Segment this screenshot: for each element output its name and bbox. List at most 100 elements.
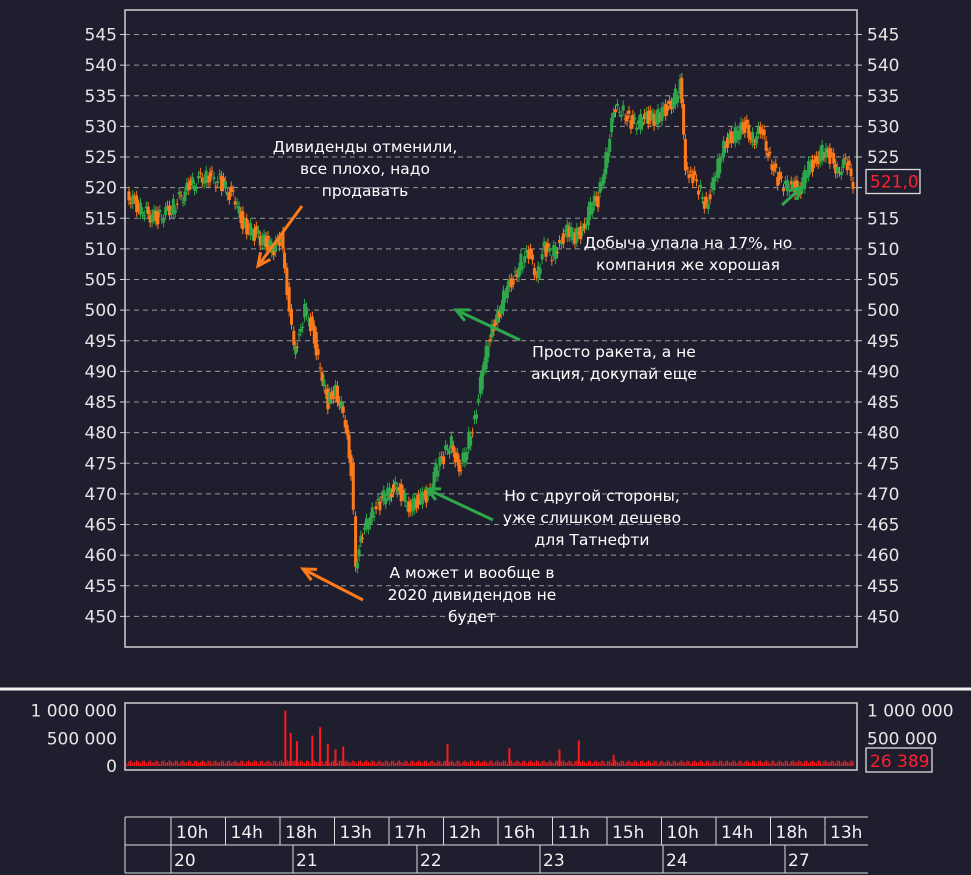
annotation-arrow (302, 567, 364, 602)
candle-body (457, 459, 461, 472)
candle-body (409, 503, 413, 512)
candle-body (812, 159, 816, 164)
candle-body (801, 177, 805, 189)
candle-body (235, 202, 239, 204)
hour-label: 18h (285, 823, 317, 843)
candle-body (745, 119, 749, 124)
candle-body (405, 505, 409, 507)
candle-body (247, 225, 251, 231)
candle-body (216, 181, 220, 184)
candle-body (612, 112, 616, 118)
y-tick-left: 545 (85, 26, 117, 46)
candle-body (332, 390, 336, 399)
candle-body (287, 287, 291, 312)
candle-body (407, 501, 411, 513)
candle-body (774, 163, 778, 169)
annotation-text: уже слишком дешево (503, 509, 681, 527)
candle-body (133, 197, 137, 200)
candle-body (374, 506, 378, 510)
candle-body (768, 151, 772, 154)
candle-body (629, 120, 633, 129)
candle-body (150, 214, 154, 223)
candle-body (310, 316, 314, 326)
candle-body (418, 493, 422, 501)
candle-body (619, 114, 623, 117)
candle-body (836, 166, 840, 174)
y-tick-left: 460 (85, 546, 117, 566)
candle-body (154, 211, 158, 221)
candle-body (554, 246, 558, 260)
candle-body (316, 349, 320, 355)
candle-body (664, 103, 668, 116)
candle-body (678, 79, 682, 94)
day-label: 22 (420, 851, 442, 871)
candle-body (596, 196, 600, 208)
candle-body (447, 450, 451, 455)
candle-body (592, 195, 596, 206)
candle-body (646, 111, 650, 125)
candle-body (682, 104, 686, 135)
candle-body (617, 111, 621, 113)
candle-body (413, 497, 417, 510)
candle-body (513, 271, 517, 273)
candle-body (783, 180, 787, 184)
candle-body (185, 182, 189, 191)
candle-body (577, 231, 581, 235)
candle-body (780, 176, 784, 178)
candle-body (727, 133, 731, 140)
candle-body (357, 549, 361, 557)
candle-body (594, 196, 598, 201)
candle-body (245, 218, 249, 235)
candle-body (343, 419, 347, 428)
candle-body (556, 251, 560, 254)
candle-body (583, 223, 587, 229)
candle-body (803, 169, 807, 189)
candle-body (530, 254, 534, 260)
candle-body (785, 179, 789, 192)
y-tick-right: 540 (867, 56, 899, 76)
candle-body (639, 113, 643, 130)
candle-body (171, 198, 175, 215)
annotation-text: Просто ракета, а не (532, 343, 696, 361)
annotation-arrowhead (299, 567, 318, 582)
candle-body (463, 452, 467, 463)
candle-body (772, 166, 776, 172)
candle-body (633, 117, 637, 120)
y-tick-right: 455 (867, 577, 899, 597)
candle-body (162, 219, 166, 223)
y-tick-left: 515 (85, 209, 117, 229)
annotation-arrow (426, 487, 494, 522)
candle-body (476, 399, 480, 401)
y-tick-left: 485 (85, 393, 117, 413)
candle-body (559, 241, 563, 245)
candle-body (175, 203, 179, 205)
y-tick-right: 475 (867, 454, 899, 474)
candle-body (739, 122, 743, 134)
day-label: 20 (174, 851, 196, 871)
candle-body (834, 164, 838, 174)
candle-body (729, 131, 733, 144)
candle-body (700, 197, 704, 200)
candle-body (519, 253, 523, 271)
candle-body (173, 209, 177, 214)
candle-body (218, 174, 222, 176)
candle-body (308, 317, 312, 332)
candle-body (388, 487, 392, 501)
candle-body (473, 415, 477, 420)
candle-body (718, 157, 722, 174)
y-tick-right: 525 (867, 148, 899, 168)
candle-body (341, 406, 345, 413)
volume-tick-right: 500 000 (867, 729, 937, 749)
y-tick-left: 475 (85, 454, 117, 474)
candle-body (488, 339, 492, 342)
candle-body (498, 311, 502, 318)
candle-body (494, 319, 498, 326)
y-tick-left: 470 (85, 485, 117, 505)
y-tick-right: 465 (867, 516, 899, 536)
candle-body (397, 487, 401, 490)
y-tick-right: 480 (867, 424, 899, 444)
candle-body (345, 424, 349, 435)
candle-body (500, 304, 504, 314)
candle-body (627, 110, 631, 114)
candle-body (820, 144, 824, 161)
